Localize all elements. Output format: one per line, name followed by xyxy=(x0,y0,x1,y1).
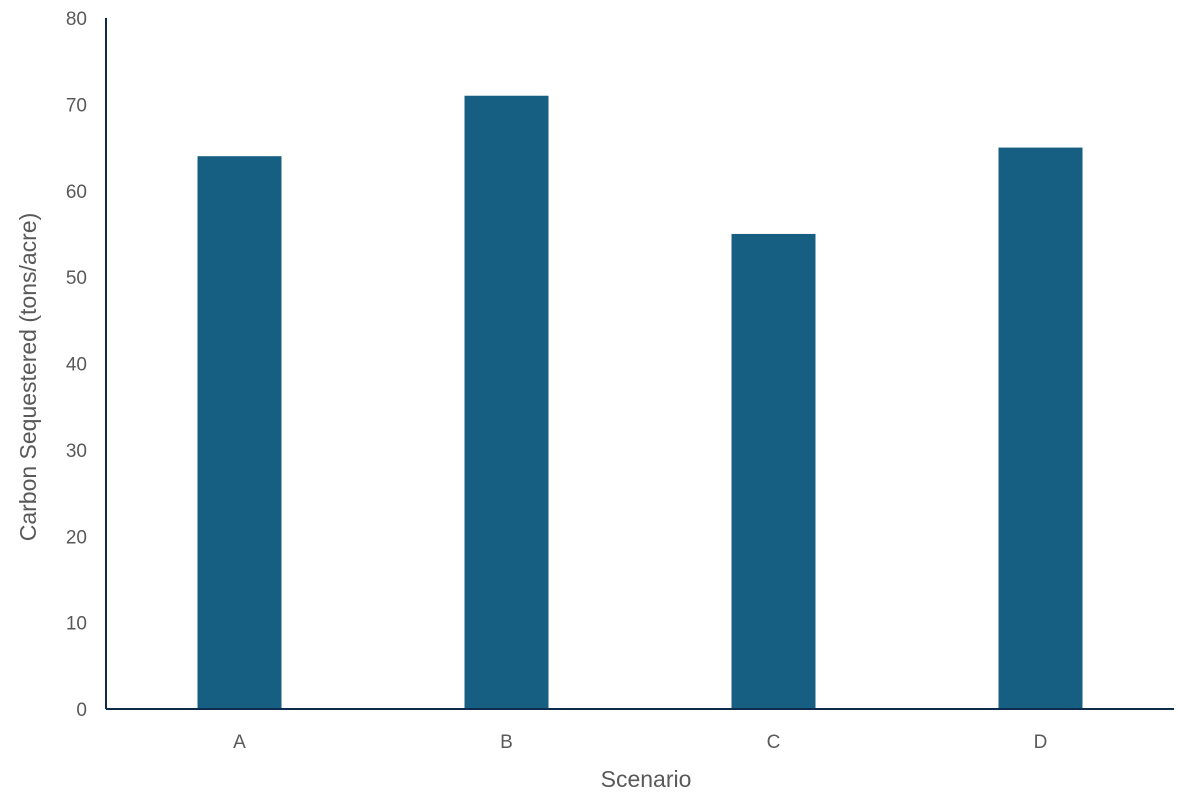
bar-B xyxy=(464,95,549,710)
y-tick-label: 40 xyxy=(66,355,87,376)
y-tick-label: 30 xyxy=(66,441,87,462)
bar-D xyxy=(998,147,1083,709)
x-axis-title: Scenario xyxy=(601,766,692,790)
x-axis-ticks: A B C D xyxy=(233,732,1047,753)
y-tick-label: 50 xyxy=(66,268,87,289)
x-tick-label: A xyxy=(233,732,246,753)
y-tick-label: 80 xyxy=(66,9,87,30)
x-tick-label: B xyxy=(500,732,513,753)
bar-series xyxy=(197,95,1083,710)
y-axis-ticks: 0 10 20 30 40 50 60 70 80 xyxy=(66,9,87,721)
y-tick-label: 70 xyxy=(66,95,87,116)
bar-A xyxy=(197,156,282,709)
x-tick-label: D xyxy=(1034,732,1048,753)
y-tick-label: 0 xyxy=(76,700,87,721)
bar-C xyxy=(731,233,816,709)
y-tick-label: 60 xyxy=(66,182,87,203)
y-axis-title: Carbon Sequestered (tons/acre) xyxy=(15,213,41,542)
y-tick-label: 20 xyxy=(66,527,87,548)
y-tick-label: 10 xyxy=(66,614,87,635)
x-tick-label: C xyxy=(767,732,781,753)
